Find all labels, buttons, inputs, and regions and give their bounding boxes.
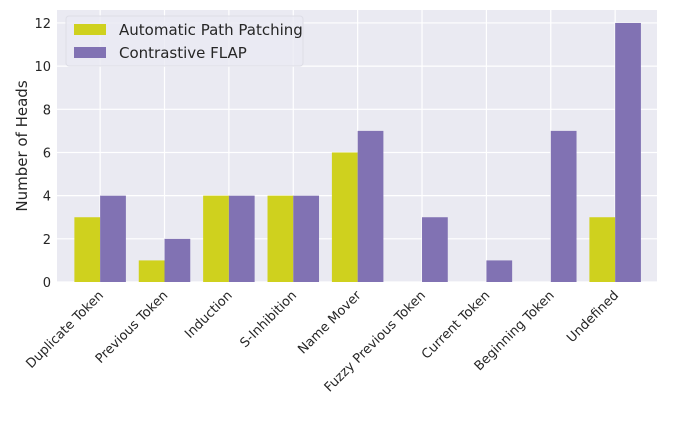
x-tick-label: Name Mover [295, 288, 365, 358]
legend-swatch [74, 24, 106, 35]
y-tick-label: 6 [43, 146, 51, 161]
y-tick-label: 12 [34, 17, 51, 32]
legend: Automatic Path Patching Contrastive FLAP [65, 15, 304, 67]
bar [100, 195, 126, 282]
x-tick-label: Current Token [419, 288, 493, 362]
y-tick-labels: 0 2 4 6 8 10 12 [34, 17, 51, 291]
bar [357, 130, 384, 282]
bar [422, 217, 448, 282]
y-tick-label: 4 [43, 190, 51, 205]
bars [74, 22, 641, 282]
bar [293, 195, 320, 282]
bar [203, 195, 229, 282]
legend-swatch [74, 47, 106, 58]
legend-label: Contrastive FLAP [119, 44, 247, 62]
y-tick-label: 0 [43, 276, 51, 291]
bar [589, 217, 616, 282]
y-axis-label: Number of Heads [13, 80, 31, 211]
x-tick-label: S-Inhibition [237, 288, 300, 351]
bar [267, 195, 294, 282]
bar [228, 195, 255, 282]
bar [486, 260, 513, 282]
bar [615, 22, 641, 282]
y-tick-label: 8 [43, 103, 51, 118]
bar [331, 152, 358, 282]
y-tick-label: 2 [43, 233, 51, 248]
x-tick-label: Undefined [564, 288, 622, 346]
bar [550, 130, 577, 282]
legend-box [65, 15, 304, 67]
legend-label: Automatic Path Patching [119, 21, 303, 39]
y-tick-label: 10 [34, 60, 51, 75]
bar [164, 238, 191, 282]
bar [74, 217, 101, 282]
x-tick-label: Induction [182, 288, 235, 341]
x-tick-label: Duplicate Token [23, 288, 106, 371]
bar [138, 260, 165, 282]
